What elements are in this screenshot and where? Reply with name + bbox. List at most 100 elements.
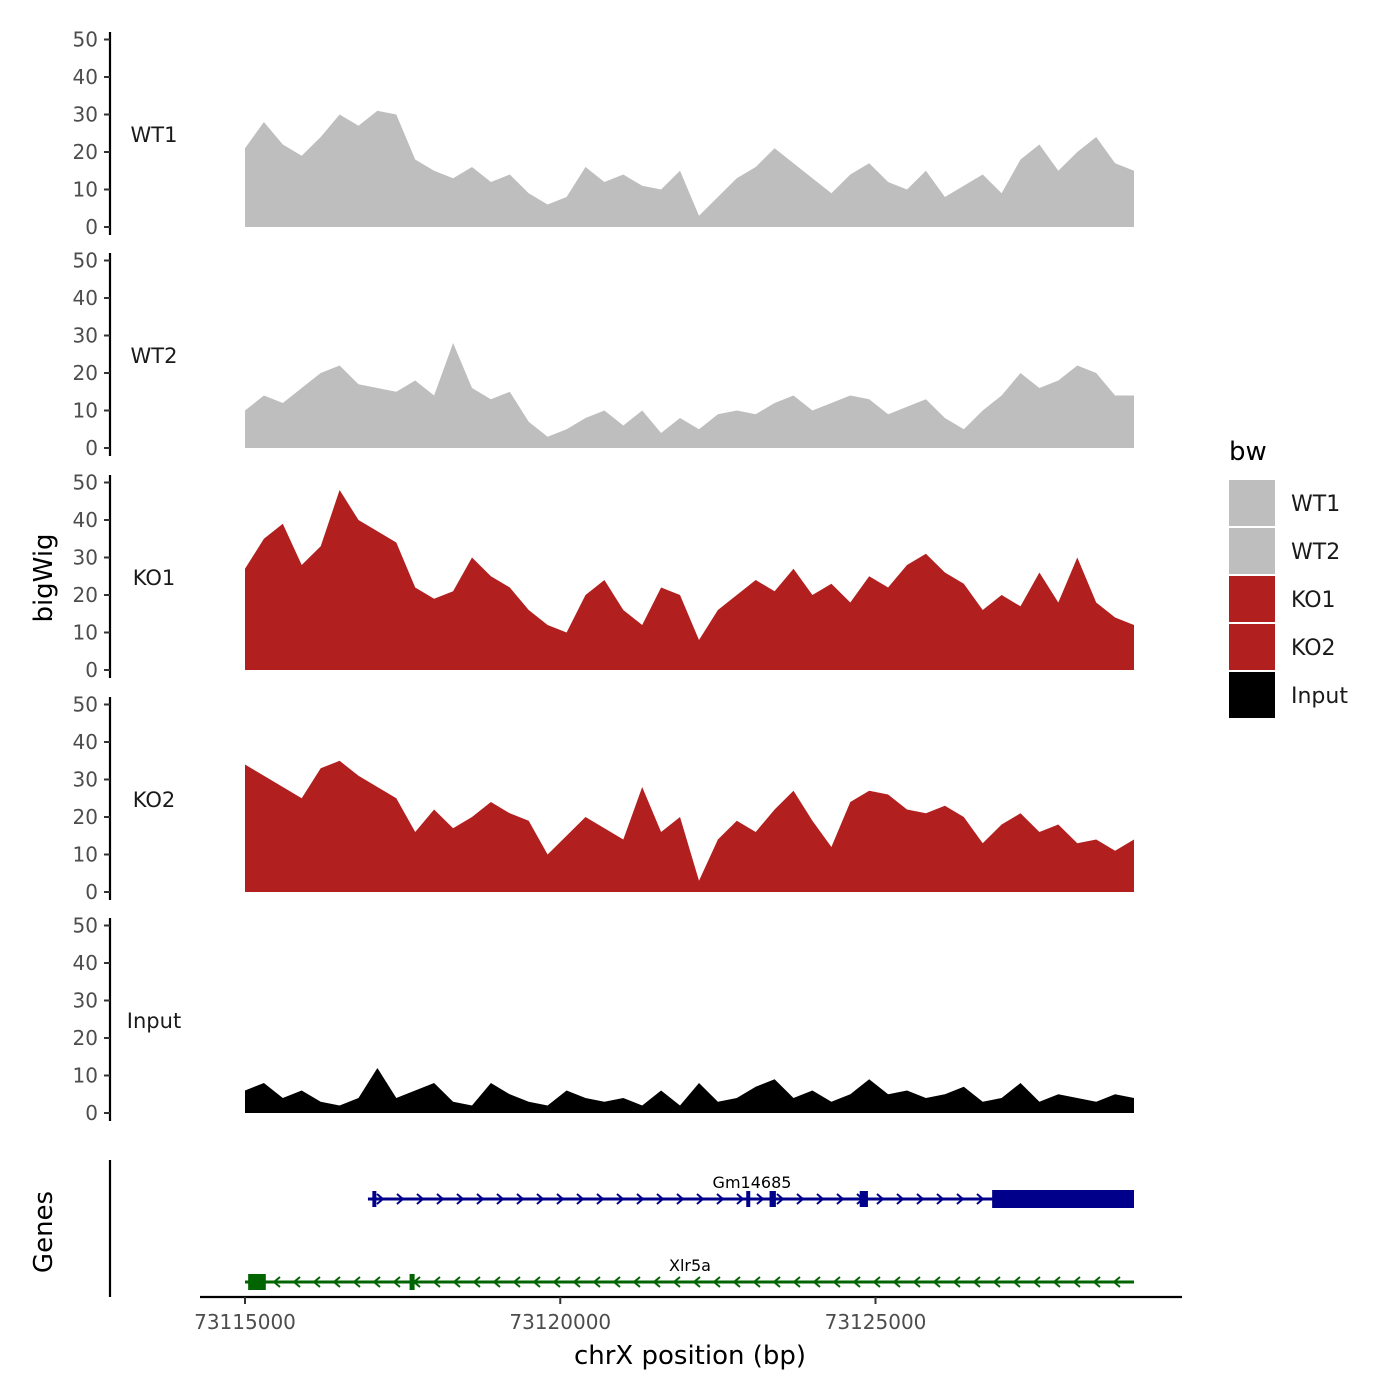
y-tick-label: 30 (73, 103, 98, 127)
strand-arrow (636, 1193, 645, 1205)
y-tick-label: 20 (73, 140, 98, 164)
strand-arrow (576, 1193, 585, 1205)
strand-arrow (956, 1193, 965, 1205)
strand-arrow (572, 1276, 581, 1288)
strand-arrow (752, 1276, 761, 1288)
x-axis-title: chrX position (bp) (574, 1341, 806, 1371)
strand-arrow (452, 1276, 461, 1288)
strand-arrow (852, 1276, 861, 1288)
strand-arrow (916, 1193, 925, 1205)
coverage-area-ko2 (245, 760, 1134, 892)
strand-arrow (872, 1276, 881, 1288)
coverage-area-ko1 (245, 490, 1134, 670)
gene-exon (372, 1191, 377, 1207)
y-tick-label: 20 (73, 583, 98, 607)
strand-arrow (1092, 1276, 1101, 1288)
y-tick-label: 0 (85, 1101, 98, 1125)
track-label: KO1 (133, 566, 176, 590)
strand-arrow (596, 1193, 605, 1205)
strand-arrow (556, 1193, 565, 1205)
y-tick-label: 0 (85, 658, 98, 682)
strand-arrow (976, 1193, 985, 1205)
track-wt2: 0 10 20 30 40 50 WT2 (73, 249, 1134, 460)
y-tick-label: 30 (73, 546, 98, 570)
strand-arrow (612, 1276, 621, 1288)
y-tick-label: 20 (73, 1026, 98, 1050)
strand-arrow (696, 1193, 705, 1205)
y-tick-label: 20 (73, 805, 98, 829)
y-tick-label: 0 (85, 880, 98, 904)
strand-arrow (632, 1276, 641, 1288)
track-input: 0 10 20 30 40 50 Input (73, 914, 1134, 1125)
strand-arrow (512, 1276, 521, 1288)
legend-label: KO2 (1291, 636, 1336, 661)
strand-arrow (756, 1193, 765, 1205)
legend-swatch-wt2 (1229, 528, 1275, 574)
y-tick-label: 50 (73, 249, 98, 273)
strand-arrow (396, 1193, 405, 1205)
strand-arrow (552, 1276, 561, 1288)
y-tick-label: 10 (73, 178, 98, 202)
y-tick-label: 40 (73, 508, 98, 532)
gene-exon (409, 1274, 415, 1290)
gene-exon (769, 1191, 776, 1207)
gene-utr-block (992, 1190, 1134, 1208)
y-tick-label: 10 (73, 1064, 98, 1088)
strand-arrow (792, 1276, 801, 1288)
strand-arrow (892, 1276, 901, 1288)
strand-arrow (736, 1193, 745, 1205)
y-tick-label: 40 (73, 286, 98, 310)
strand-arrow (652, 1276, 661, 1288)
legend-swatch-ko2 (1229, 624, 1275, 670)
gene-label: Xlr5a (669, 1256, 711, 1275)
legend-swatch-wt1 (1229, 480, 1275, 526)
strand-arrow (716, 1193, 725, 1205)
y-tick-label: 40 (73, 65, 98, 89)
y-tick-label: 50 (73, 28, 98, 52)
y-tick-label: 0 (85, 436, 98, 460)
strand-arrow (436, 1193, 445, 1205)
strand-arrow (352, 1276, 361, 1288)
y-tick-label: 20 (73, 361, 98, 385)
strand-arrow (1072, 1276, 1081, 1288)
strand-arrow (912, 1276, 921, 1288)
y-tick-label: 10 (73, 843, 98, 867)
y-tick-label: 50 (73, 693, 98, 717)
strand-arrow (516, 1193, 525, 1205)
legend: bw WT1 WT2 KO1 KO2 Input (1229, 437, 1348, 718)
strand-arrow (592, 1276, 601, 1288)
y-tick-label: 0 (85, 215, 98, 239)
track-label: WT1 (131, 123, 178, 147)
y-axis-title: bigWig (29, 533, 59, 622)
coverage-area-wt2 (245, 343, 1134, 448)
strand-arrow (456, 1193, 465, 1205)
strand-arrow (776, 1193, 785, 1205)
strand-arrow (812, 1276, 821, 1288)
strand-arrow (932, 1276, 941, 1288)
x-tick-label: 73115000 (194, 1310, 296, 1334)
x-tick-label: 73125000 (825, 1310, 927, 1334)
strand-arrow (676, 1193, 685, 1205)
strand-arrow (1052, 1276, 1061, 1288)
track-wt1: 0 10 20 30 40 50 WT1 (73, 28, 1134, 239)
strand-arrow (796, 1193, 805, 1205)
legend-label: KO1 (1291, 588, 1336, 613)
strand-arrow (876, 1193, 885, 1205)
strand-arrow (1032, 1276, 1041, 1288)
strand-arrow (672, 1276, 681, 1288)
coverage-area-input (245, 1068, 1134, 1113)
track-label: KO2 (133, 788, 176, 812)
strand-arrow (816, 1193, 825, 1205)
strand-arrow (392, 1276, 401, 1288)
y-tick-label: 50 (73, 914, 98, 938)
gene-xlr5a: Xlr5a (245, 1256, 1134, 1290)
strand-arrow (1112, 1276, 1121, 1288)
gene-exon (746, 1191, 751, 1207)
strand-arrow (496, 1193, 505, 1205)
strand-arrow (292, 1276, 301, 1288)
y-tick-label: 40 (73, 951, 98, 975)
gene-exon (859, 1191, 868, 1207)
strand-arrow (372, 1276, 381, 1288)
legend-label: WT1 (1291, 492, 1340, 517)
